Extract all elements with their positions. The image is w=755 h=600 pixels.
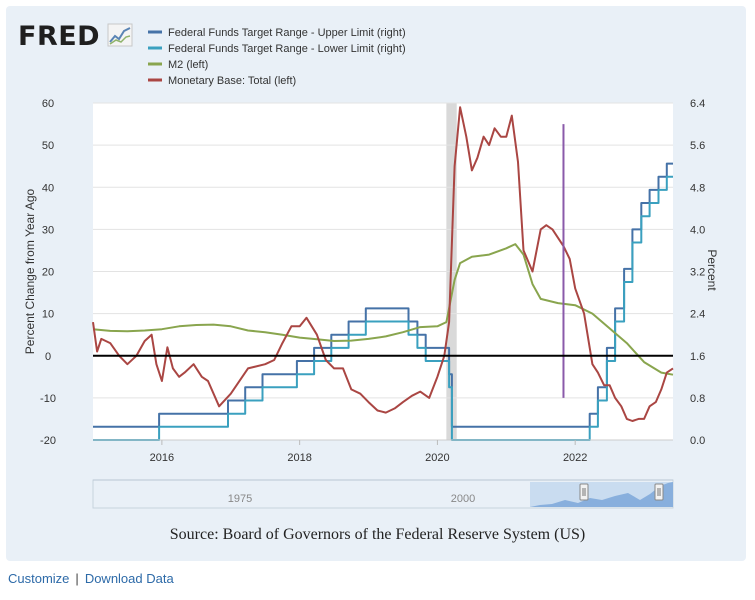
footer-links: Customize | Download Data xyxy=(8,571,174,586)
x-axis-tick-label: 2022 xyxy=(563,452,587,464)
series-line-m2-left[interactable] xyxy=(92,243,674,376)
left-axis-tick-label: 0 xyxy=(45,351,51,363)
right-axis-tick-label: 1.6 xyxy=(690,351,705,363)
left-axis-tick-label: 50 xyxy=(42,140,54,152)
chart-legend: Federal Funds Target Range - Upper Limit… xyxy=(148,27,406,87)
legend-label[interactable]: Federal Funds Target Range - Lower Limit… xyxy=(168,43,406,55)
fred-logo[interactable]: FRED xyxy=(18,21,133,52)
right-axis-tick-label: 2.4 xyxy=(690,309,705,321)
navigator-preview-area xyxy=(530,482,673,507)
left-axis-tick-label: 20 xyxy=(42,267,54,279)
footer-separator: | xyxy=(75,571,79,586)
left-axis-tick-label: 30 xyxy=(42,224,54,236)
left-axis-tick-label: -10 xyxy=(40,393,56,405)
right-axis-title: Percent xyxy=(705,249,719,291)
right-axis-tick-label: 0.8 xyxy=(690,393,705,405)
right-axis-tick-label: 6.4 xyxy=(690,98,705,110)
left-axis-tick-label: 60 xyxy=(42,98,54,110)
right-axis-tick-label: 5.6 xyxy=(690,140,705,152)
x-axis-ticks: 2016 2018 2020 2022 xyxy=(93,439,673,464)
left-axis-title: Percent Change from Year Ago xyxy=(23,188,37,354)
fred-logo-graph-icon xyxy=(107,23,133,47)
fred-logo-text: FRED xyxy=(18,21,100,52)
legend-label[interactable]: Monetary Base: Total (left) xyxy=(168,75,296,87)
right-axis-ticks: 0.0 0.8 1.6 2.4 3.2 4.0 4.8 5.6 6.4 xyxy=(690,98,705,447)
left-axis-tick-label: 10 xyxy=(42,309,54,321)
left-axis-tick-label: 40 xyxy=(42,182,54,194)
navigator-right-handle[interactable] xyxy=(654,483,664,501)
navigator-left-handle[interactable] xyxy=(579,483,589,501)
series-layer xyxy=(92,106,674,441)
series-line-federal-funds-target-range-lower-limit-right[interactable] xyxy=(93,175,673,441)
right-axis-tick-label: 4.8 xyxy=(690,182,705,194)
x-axis-tick-label: 2020 xyxy=(425,452,449,464)
right-axis-tick-label: 4.0 xyxy=(690,224,705,236)
series-line-federal-funds-target-range-upper-limit-right[interactable] xyxy=(93,162,673,428)
chart-source: Source: Board of Governors of the Federa… xyxy=(169,526,586,543)
x-axis-tick-label: 2016 xyxy=(150,452,174,464)
range-navigator[interactable]: 1975 2000 xyxy=(92,479,674,509)
legend-label[interactable]: M2 (left) xyxy=(168,59,208,71)
right-axis-tick-label: 0.0 xyxy=(690,435,705,447)
customize-link[interactable]: Customize xyxy=(8,571,70,586)
navigator-label: 1975 xyxy=(228,493,252,505)
legend-label[interactable]: Federal Funds Target Range - Upper Limit… xyxy=(168,27,406,39)
left-axis-tick-label: -20 xyxy=(40,435,56,447)
download-data-link[interactable]: Download Data xyxy=(84,571,174,586)
x-axis-tick-label: 2018 xyxy=(287,452,311,464)
navigator-label: 2000 xyxy=(451,493,475,505)
series-line-monetary-base-total-left[interactable] xyxy=(92,106,674,422)
right-axis-tick-label: 3.2 xyxy=(690,267,705,279)
left-axis-ticks: -20 -10 0 10 20 30 40 50 60 xyxy=(40,98,56,447)
